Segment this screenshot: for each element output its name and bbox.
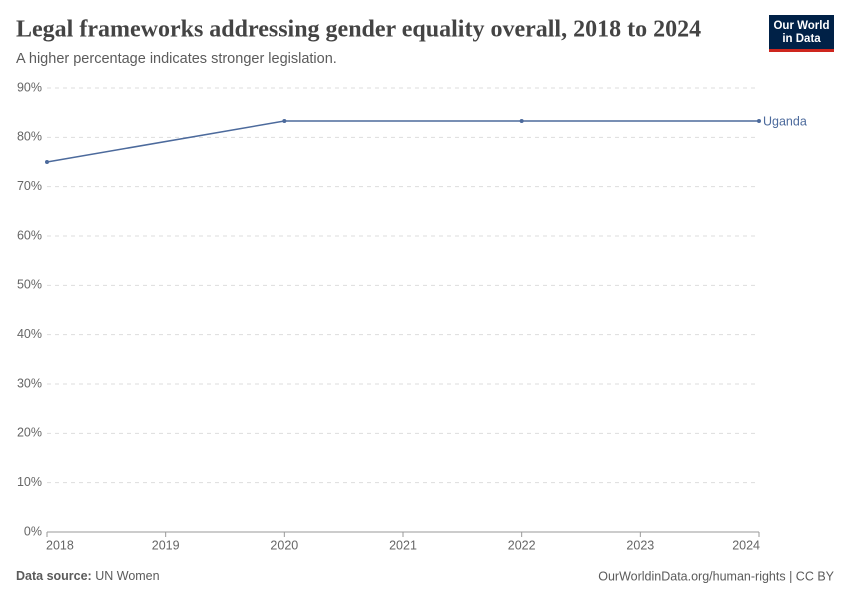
chart-title: Legal frameworks addressing gender equal… (16, 17, 701, 43)
x-tick-label: 2023 (626, 538, 654, 552)
point (519, 119, 524, 124)
x-tick-label: 2021 (389, 538, 417, 552)
x-tick-label: 2024 (732, 538, 760, 552)
source: Data source: UN Women (16, 569, 160, 583)
y-tick-label: 0% (24, 524, 42, 538)
logo-text: in Data (782, 33, 821, 45)
logo-text: Our World (773, 20, 829, 32)
source-label: Data source: (16, 569, 92, 583)
x-tick-label: 2020 (270, 538, 298, 552)
logo-box (769, 15, 834, 49)
chart-subtitle: A higher percentage indicates stronger l… (16, 51, 337, 67)
y-tick-label: 90% (17, 80, 42, 94)
y-tick-label: 50% (17, 278, 42, 292)
x-tick-label: 2018 (46, 538, 74, 552)
y-tick-label: 10% (17, 475, 42, 489)
series-line (46, 120, 759, 163)
y-tick-label: 20% (17, 426, 42, 440)
source-name: UN Women (95, 569, 159, 583)
point (282, 119, 287, 124)
x-tick-label: 2019 (152, 538, 180, 552)
y-tick-label: 70% (17, 179, 42, 193)
y-tick-label: 40% (17, 327, 42, 341)
point (757, 119, 761, 124)
y-tick-label: 60% (17, 228, 42, 242)
credit: OurWorldinData.org/human-rights | CC BY (598, 569, 834, 583)
logo-stripe (769, 49, 834, 52)
point (45, 160, 49, 164)
series-label: Uganda (763, 114, 807, 128)
y-tick-label: 80% (17, 130, 42, 144)
logo: Our World in Data (769, 15, 834, 52)
y-tick-label: 30% (17, 376, 42, 390)
x-tick-label: 2022 (508, 538, 536, 552)
